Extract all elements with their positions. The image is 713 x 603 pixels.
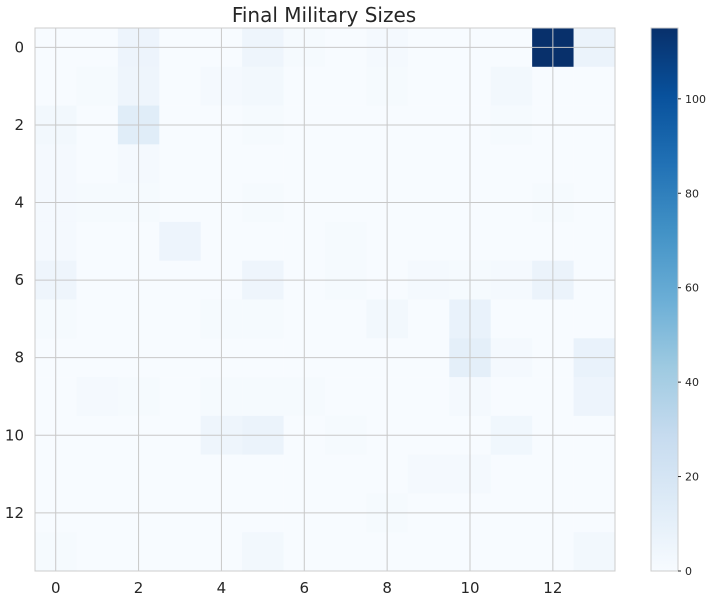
heatmap-cell-r3-c7 xyxy=(325,144,367,184)
heatmap-cell-r7-c7 xyxy=(325,299,367,339)
heatmap-cell-r1-c3 xyxy=(159,66,202,106)
heatmap-cell-r5-c5 xyxy=(242,221,284,262)
y-tick-label: 6 xyxy=(14,271,24,289)
plot-frame xyxy=(34,27,616,572)
colorbar-tick-label: 20 xyxy=(685,471,699,484)
colorbar-tick-label: 100 xyxy=(685,93,706,106)
x-axis-ticks: 0 2 4 6 8 10 12 xyxy=(51,579,562,597)
heatmap-cell-r3-c1 xyxy=(76,144,119,184)
heatmap-cell-r9-c3 xyxy=(159,377,202,417)
colorbar-tick-label: 80 xyxy=(685,187,699,200)
heatmap-cell-r9-c7 xyxy=(325,377,367,417)
heatmap-cell-r11-c11 xyxy=(490,454,533,494)
heatmap-cell-r13-c9 xyxy=(407,532,450,572)
heatmap-cell-r5-c13 xyxy=(573,221,616,262)
heatmap-cell-r5-c9 xyxy=(407,221,450,262)
heatmap-cell-r7-c5 xyxy=(242,299,284,339)
heatmap-cell-r11-c1 xyxy=(76,454,119,494)
heatmap-cell-r11-c13 xyxy=(573,454,616,494)
heatmap-cell-r5-c11 xyxy=(490,221,533,262)
heatmap-cell-r7-c9 xyxy=(407,299,450,339)
heatmap-cell-r7-c3 xyxy=(159,299,202,339)
heatmap-cell-r13-c11 xyxy=(490,532,533,572)
heatmap-cell-r11-c3 xyxy=(159,454,202,494)
heatmap-cell-r13-c13 xyxy=(573,532,616,572)
heatmap-cell-r5-c1 xyxy=(76,221,119,262)
x-tick-label: 12 xyxy=(543,579,562,597)
chart-title: Final Military Sizes xyxy=(232,3,416,27)
heatmap-cell-r13-c3 xyxy=(159,532,202,572)
colorbar-ticks: 0 20 40 60 80 100 xyxy=(678,93,706,578)
heatmap-cell-r13-c7 xyxy=(325,532,367,572)
heatmap-cell-r3-c3 xyxy=(159,144,202,184)
heatmap-cell-r9-c5 xyxy=(242,377,284,417)
heatmap-cell-r7-c11 xyxy=(490,299,533,339)
heatmap-cell-r9-c13 xyxy=(573,377,616,417)
y-tick-label: 12 xyxy=(5,504,24,522)
x-tick-label: 0 xyxy=(51,579,61,597)
colorbar-tick-label: 0 xyxy=(685,565,692,578)
colorbar-tick-label: 60 xyxy=(685,282,699,295)
heatmap-cell-r9-c1 xyxy=(76,377,119,417)
heatmap-cell-r1-c13 xyxy=(573,66,616,106)
heatmap-cell-r7-c13 xyxy=(573,299,616,339)
heatmap-cell-r1-c5 xyxy=(242,66,284,106)
heatmap-cell-r9-c9 xyxy=(407,377,450,417)
x-tick-label: 10 xyxy=(460,579,479,597)
heatmap-cell-r1-c1 xyxy=(76,66,119,106)
colorbar xyxy=(650,27,679,572)
heatmap-cell-r1-c7 xyxy=(325,66,367,106)
y-tick-label: 2 xyxy=(14,116,24,134)
heatmap-cell-r3-c9 xyxy=(407,144,450,184)
y-tick-label: 10 xyxy=(5,426,24,444)
heatmap-cell-r7-c1 xyxy=(76,299,119,339)
heatmap-cell-r3-c13 xyxy=(573,144,616,184)
heatmap-cell-r1-c11 xyxy=(490,66,533,106)
heatmap-cell-r5-c7 xyxy=(325,221,367,262)
y-tick-label: 8 xyxy=(14,349,24,367)
heatmap-cell-r13-c1 xyxy=(76,532,119,572)
gridlines xyxy=(35,28,615,571)
heatmap-cell-r11-c5 xyxy=(242,454,284,494)
x-tick-label: 4 xyxy=(217,579,227,597)
colorbar-tick-label: 40 xyxy=(685,376,699,389)
y-tick-label: 4 xyxy=(14,194,24,212)
heatmap-cell-r9-c11 xyxy=(490,377,533,417)
heatmap-cell-r11-c9 xyxy=(407,454,450,494)
heatmap-cell-r11-c7 xyxy=(325,454,367,494)
heatmap-cell-r1-c9 xyxy=(407,66,450,106)
heatmap-cell-r13-c5 xyxy=(242,532,284,572)
y-axis-ticks: 0 2 4 6 8 10 12 xyxy=(5,38,24,521)
heatmap-cells xyxy=(35,28,616,572)
heatmap-cell-r3-c11 xyxy=(490,144,533,184)
x-tick-label: 2 xyxy=(134,579,144,597)
x-tick-label: 8 xyxy=(382,579,392,597)
heatmap-cell-r5-c3 xyxy=(159,221,202,262)
x-tick-label: 6 xyxy=(300,579,310,597)
y-tick-label: 0 xyxy=(14,38,24,56)
heatmap-cell-r3-c5 xyxy=(242,144,284,184)
